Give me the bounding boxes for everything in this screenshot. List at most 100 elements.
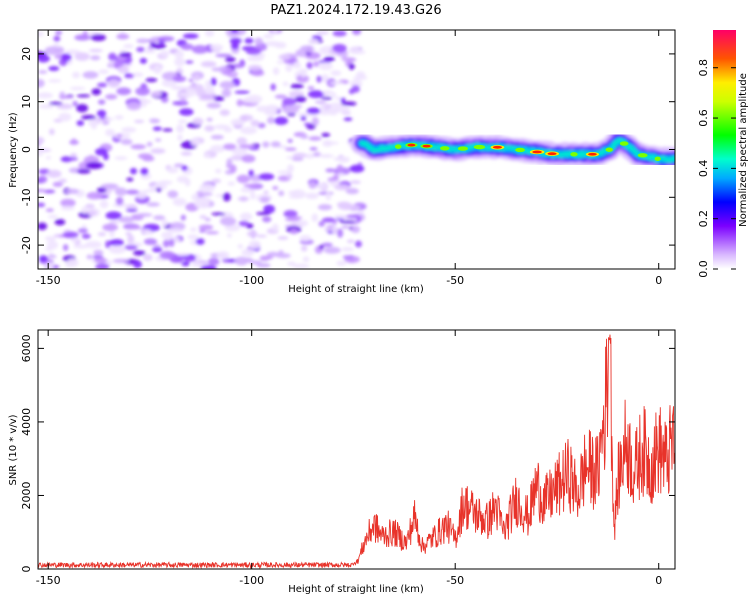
noise-blob — [114, 156, 128, 161]
noise-blob — [62, 244, 69, 252]
noise-blob — [236, 174, 250, 184]
noise-blob — [345, 214, 362, 219]
noise-blob — [38, 70, 48, 74]
noise-blob — [277, 170, 292, 175]
noise-blob — [357, 210, 365, 215]
noise-blob — [289, 228, 299, 235]
noise-blob — [287, 190, 299, 196]
noise-blob — [143, 49, 156, 54]
noise-blob — [205, 231, 219, 235]
noise-blob — [136, 38, 149, 44]
noise-blob — [44, 247, 54, 251]
noise-blob — [130, 167, 138, 175]
spectrogram-ytick-label: -10 — [20, 188, 33, 206]
noise-blob — [223, 143, 237, 150]
noise-blob — [247, 64, 262, 72]
noise-blob — [334, 184, 350, 191]
noise-blob — [44, 46, 61, 56]
noise-blob — [145, 77, 158, 83]
noise-blob — [112, 258, 130, 264]
noise-blob — [266, 116, 275, 124]
noise-blob — [204, 125, 215, 132]
noise-blob — [136, 213, 153, 217]
noise-blob — [284, 147, 297, 151]
noise-blob — [263, 33, 275, 39]
noise-blob — [74, 34, 91, 41]
noise-blob — [204, 30, 215, 37]
noise-blob — [60, 205, 75, 211]
noise-blob — [203, 153, 211, 159]
noise-blob — [174, 50, 185, 59]
noise-blob — [167, 190, 179, 199]
noise-blob — [211, 178, 221, 184]
snr-area — [38, 334, 675, 569]
noise-blob — [304, 153, 315, 159]
noise-blob — [76, 120, 85, 126]
noise-blob — [86, 191, 103, 200]
noise-blob — [331, 92, 337, 98]
snr-frame — [37, 329, 676, 570]
noise-blob — [225, 56, 236, 63]
snr-xtick-label: -150 — [36, 574, 61, 587]
noise-blob — [139, 57, 147, 64]
noise-blob — [125, 208, 138, 212]
noise-blob — [230, 42, 239, 50]
noise-blob — [262, 141, 270, 148]
spectrogram-xtick-label: -50 — [446, 274, 464, 287]
noise-blob — [157, 36, 175, 42]
noise-blob — [291, 157, 304, 162]
noise-blob — [47, 254, 57, 259]
noise-blob — [308, 136, 322, 141]
noise-blob — [60, 198, 76, 208]
noise-blob — [287, 138, 293, 143]
noise-blob — [306, 107, 321, 115]
noise-blob — [38, 31, 44, 37]
noise-blob — [270, 83, 276, 91]
noise-blob — [72, 71, 81, 79]
colorbar-tick-label: 0.8 — [697, 59, 710, 77]
signal-hotspot — [457, 146, 468, 151]
noise-blob — [71, 138, 77, 145]
noise-blob — [309, 147, 318, 151]
noise-blob — [46, 169, 62, 178]
noise-blob — [59, 95, 74, 99]
noise-blob — [296, 219, 309, 227]
noise-blob — [287, 164, 294, 173]
noise-blob — [337, 228, 344, 238]
noise-blob — [231, 146, 248, 156]
noise-blob — [322, 90, 334, 95]
noise-blob — [53, 35, 61, 42]
colorbar-tick-label: 0.6 — [697, 109, 710, 127]
noise-blob — [243, 183, 257, 188]
noise-blob — [316, 75, 322, 83]
noise-blob — [343, 117, 353, 122]
spectrogram-xlabel: Height of straight line (km) — [288, 284, 424, 295]
noise-blob — [88, 48, 103, 53]
noise-blob — [334, 96, 342, 100]
noise-blob — [159, 251, 175, 260]
noise-blob — [339, 220, 356, 224]
noise-blob — [181, 261, 190, 267]
signal-peak — [422, 144, 431, 148]
noise-blob — [81, 233, 91, 239]
noise-blob — [109, 238, 124, 247]
noise-blob — [193, 74, 201, 81]
noise-blob — [307, 90, 324, 99]
snr-ylabel: SNR (10 * v/v) — [8, 414, 19, 485]
spectrogram-ylabel: Frequency (Hz) — [8, 112, 19, 188]
noise-blob — [191, 44, 209, 54]
noise-blob — [117, 65, 130, 74]
spectrogram-ytick-label: 20 — [20, 47, 33, 61]
signal-hotspots — [394, 141, 661, 162]
noise-blob — [248, 240, 261, 250]
noise-blob — [229, 37, 242, 45]
noise-blob — [172, 100, 189, 106]
noise-blob — [48, 128, 55, 136]
noise-blob — [90, 55, 101, 61]
noise-blob — [115, 196, 124, 206]
noise-blob — [154, 138, 162, 142]
noise-blob — [346, 239, 355, 244]
noise-blob — [77, 228, 88, 234]
signal-hotspot — [473, 144, 486, 150]
noise-blob — [318, 221, 325, 227]
